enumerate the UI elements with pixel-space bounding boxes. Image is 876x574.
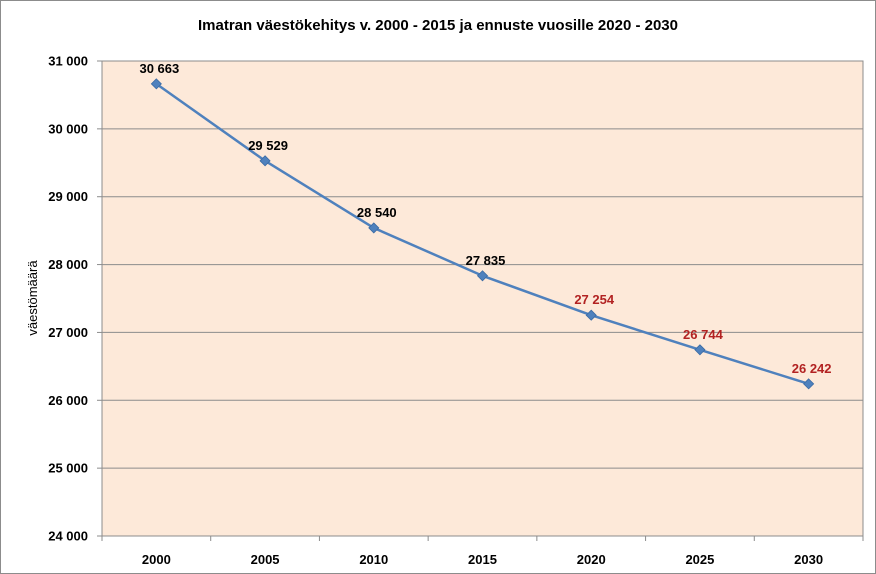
- data-point: [803, 378, 815, 390]
- data-label: 26 242: [792, 361, 832, 376]
- x-tick-label: 2020: [577, 552, 606, 567]
- data-label: 29 529: [248, 138, 288, 153]
- y-axis-ticks: 24 000 25 000 26 000 27 000 28 000 29 000 30 0…: [48, 54, 102, 544]
- y-tick-label: 27 000: [48, 325, 88, 340]
- x-axis-ticks: 2000 2005 2010 2015 2020 2025 2030: [101, 536, 864, 567]
- y-tick-label: 29 000: [48, 189, 88, 204]
- data-label: 27 254: [574, 292, 615, 307]
- x-tick-label: 2025: [685, 552, 714, 567]
- x-tick-label: 2030: [794, 552, 823, 567]
- chart-title: Imatran väestökehitys v. 2000 - 2015 ja …: [198, 17, 678, 34]
- x-tick-label: 2010: [359, 552, 388, 567]
- y-axis-label: väestömäärä: [25, 260, 40, 336]
- data-point: [150, 78, 162, 90]
- plot-area: [101, 60, 864, 537]
- x-tick-label: 2000: [142, 552, 171, 567]
- data-label: 28 540: [357, 205, 397, 220]
- data-label: 30 663: [139, 61, 179, 76]
- y-tick-label: 28 000: [48, 257, 88, 272]
- data-labels: 30 663 29 529 28 540 27 835 27 254 26 744 26 2…: [139, 61, 831, 376]
- data-label: 27 835: [466, 253, 506, 268]
- data-label: 26 744: [683, 327, 724, 342]
- data-point: [259, 155, 271, 167]
- grid-layer: [102, 128, 863, 469]
- data-point: [694, 344, 706, 356]
- y-tick-label: 24 000: [48, 529, 88, 544]
- data-point: [585, 309, 597, 321]
- y-tick-label: 26 000: [48, 393, 88, 408]
- series-layer: [150, 78, 815, 390]
- data-point: [476, 270, 489, 282]
- data-point: [368, 222, 380, 234]
- y-tick-label: 30 000: [48, 121, 88, 136]
- y-tick-label: 31 000: [48, 54, 88, 69]
- y-tick-label: 25 000: [48, 461, 88, 476]
- x-tick-label: 2005: [251, 552, 280, 567]
- x-tick-label: 2015: [468, 552, 497, 567]
